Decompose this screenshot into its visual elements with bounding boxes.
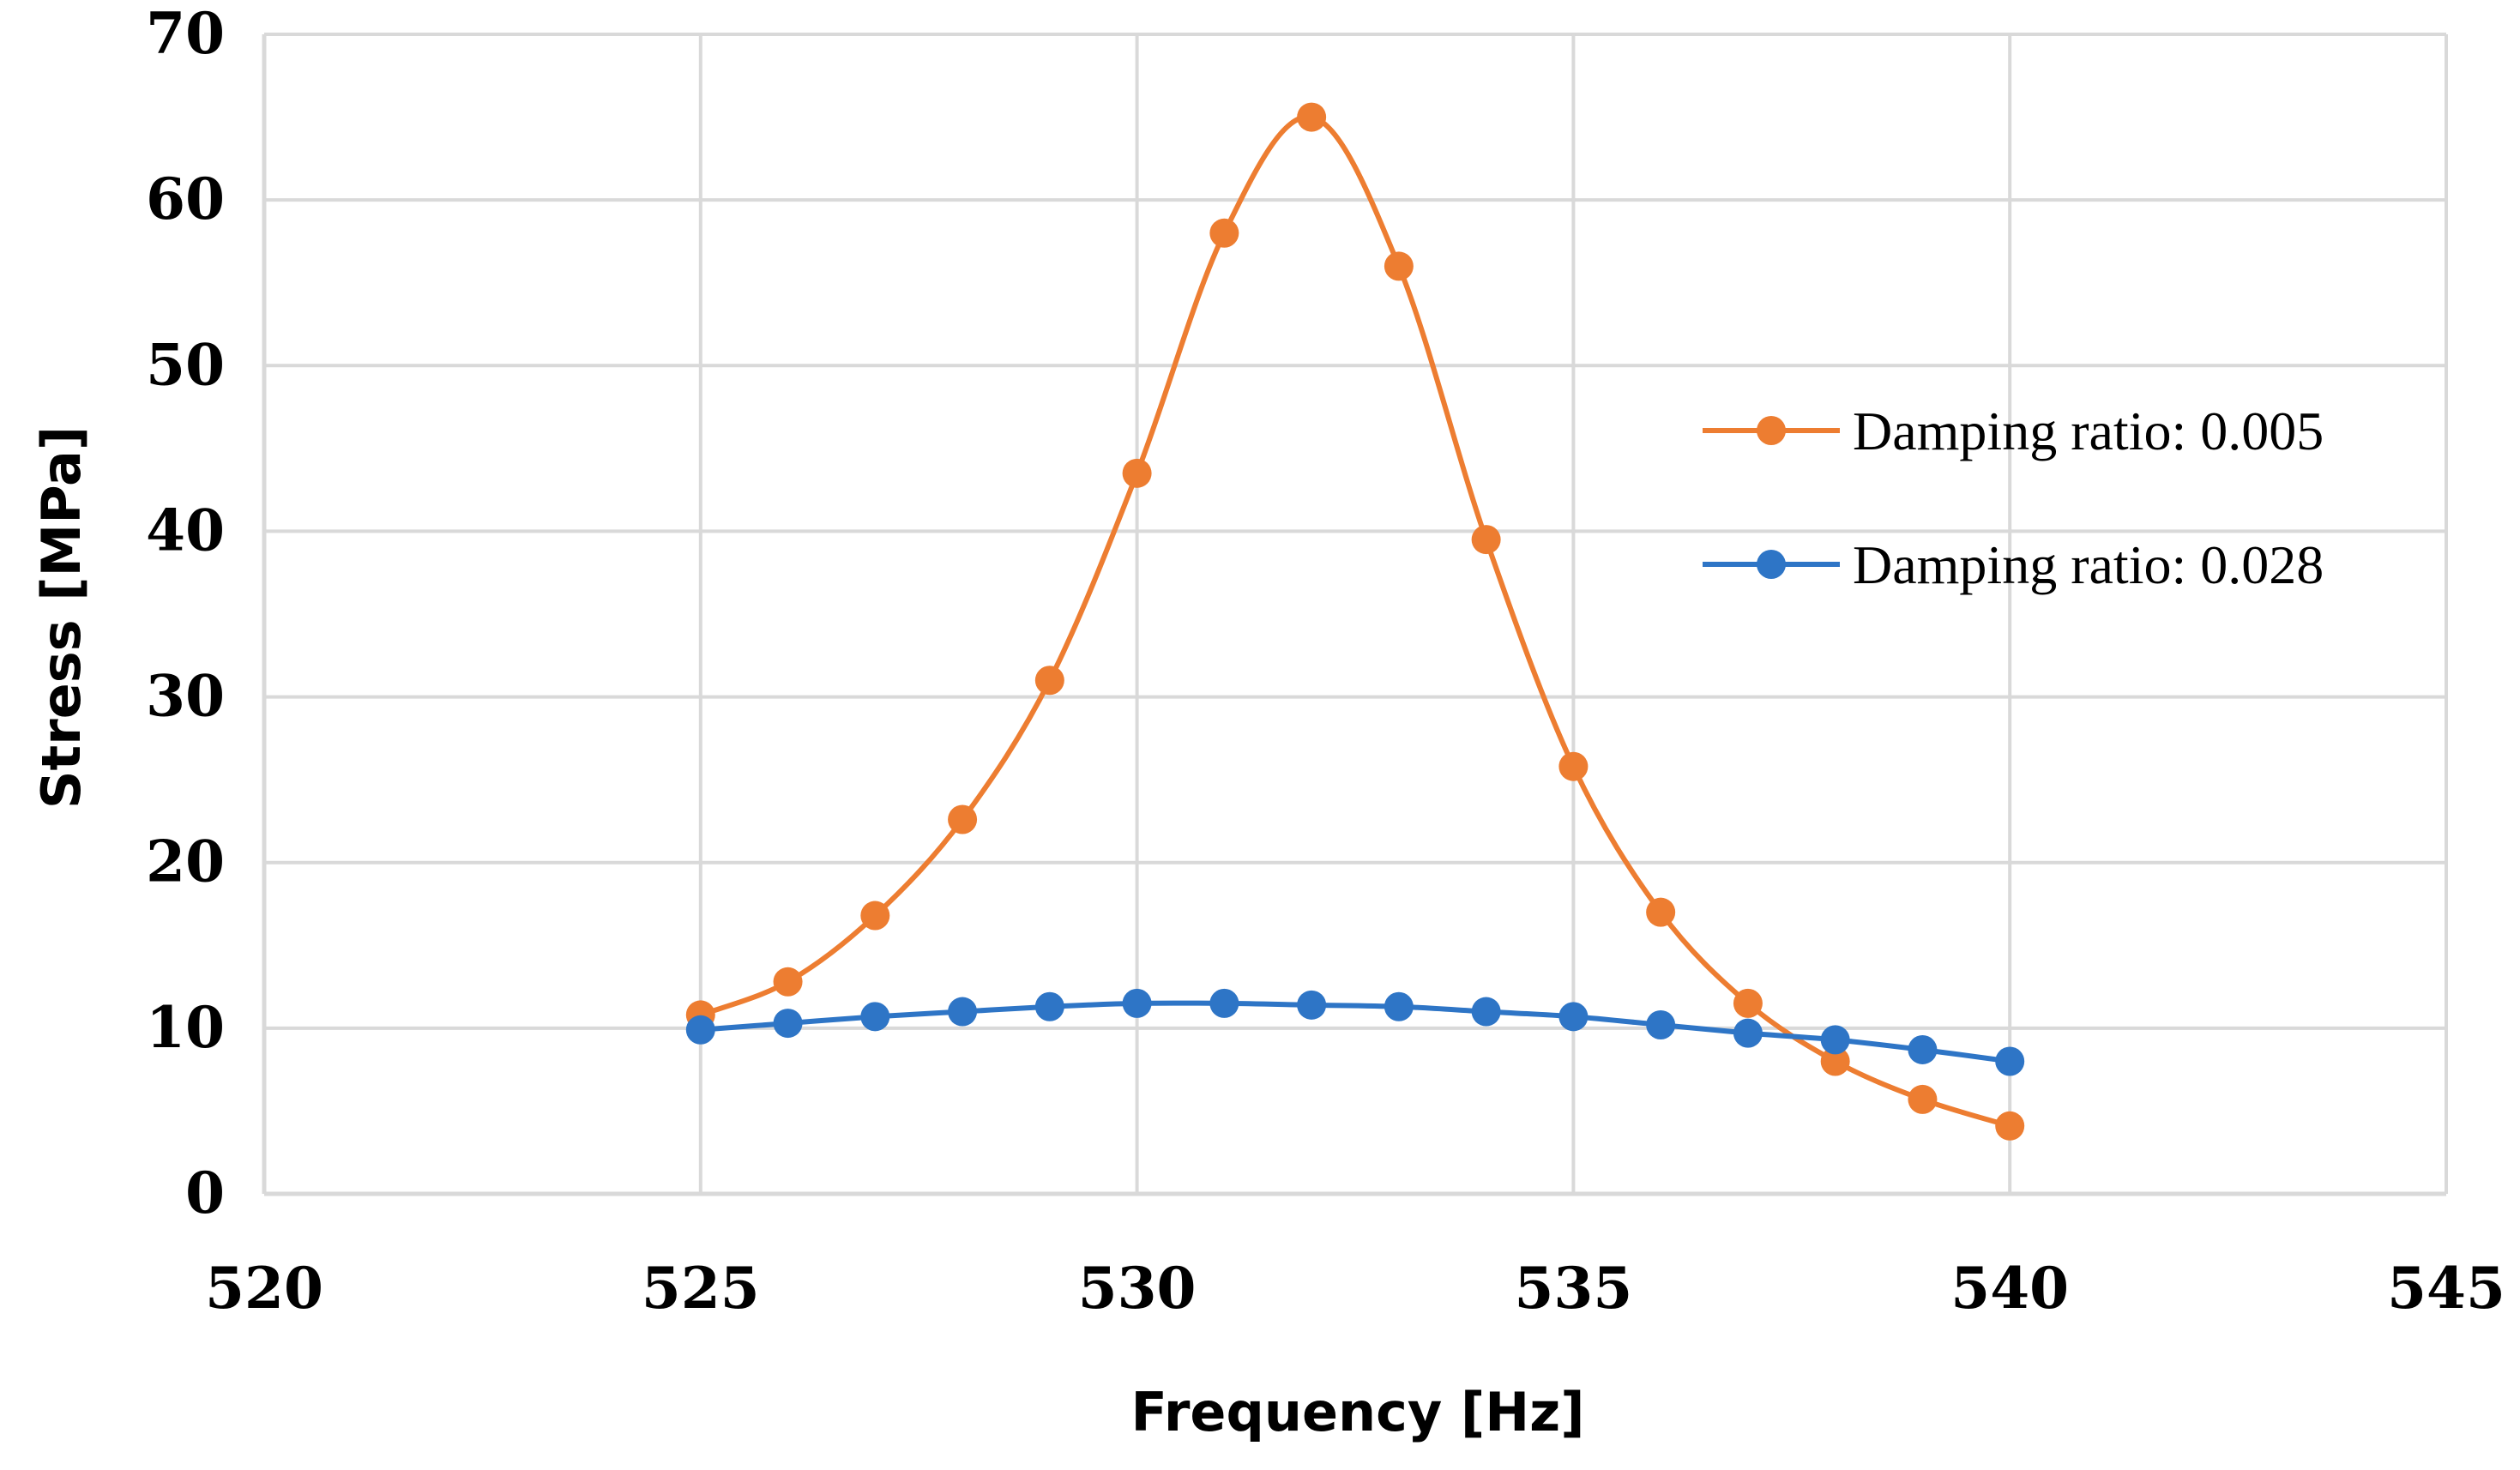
y-tick-label: 30 [146,663,225,730]
series-2-point [1122,988,1152,1018]
axis-layer: 0 10 20 30 40 50 60 70 520 525 530 535 540 545 [146,0,2505,1322]
series-2-point [1558,1002,1589,1032]
series-1-point [1034,666,1064,696]
series-1-point [1471,525,1501,555]
series-1-point [1995,1111,2025,1141]
x-tick-label: 530 [1078,1255,1197,1322]
series-2-point [1908,1034,1938,1064]
series-2-point [1471,997,1501,1027]
series-2-point [1733,1018,1763,1048]
series-1-point [1558,751,1589,781]
legend: Damping ratio: 0.005 Damping ratio: 0.028 [1703,401,2324,595]
y-tick-label: 60 [146,166,225,232]
y-tick-label: 0 [185,1160,225,1226]
x-tick-label: 520 [205,1255,323,1322]
series-layer [685,102,2025,1141]
legend-marker-1 [1757,416,1786,445]
series-1-point [1209,218,1239,248]
series-1-point [860,901,890,931]
y-tick-label: 40 [146,497,225,563]
legend-marker-2 [1757,550,1786,579]
grid-layer [264,33,2448,1194]
series-2-point [1646,1009,1676,1039]
series-2-point [1209,988,1239,1018]
legend-label-1: Damping ratio: 0.005 [1853,401,2324,461]
series-1-point [773,967,803,997]
series-2-point [1995,1046,2025,1076]
y-tick-label: 50 [146,331,225,398]
series-1-point [1908,1084,1938,1114]
series-1-point [1646,897,1676,927]
series-line-1 [697,114,2013,1129]
series-line-2 [697,1000,2013,1064]
series-2-point [1820,1025,1850,1055]
x-tick-label: 525 [642,1255,760,1322]
series-2-point [860,1002,890,1032]
x-tick-label: 545 [2387,1255,2505,1322]
series-2-point [1384,991,1414,1021]
series-1-point [1820,1046,1850,1076]
y-tick-label: 10 [146,994,225,1061]
series-1-point [1733,988,1763,1018]
x-tick-label: 540 [1950,1255,2069,1322]
series-2-point [685,1015,715,1045]
series-2-point [773,1009,803,1039]
x-axis-title: Frequency [Hz] [1130,1381,1584,1443]
x-tick-label: 535 [1515,1255,1633,1322]
series-2-point [948,997,978,1027]
series-1-point [948,804,978,834]
legend-label-2: Damping ratio: 0.028 [1853,534,2324,595]
series-2-point [1034,991,1064,1021]
series-2-point [1297,990,1327,1020]
series-1-point [1297,102,1327,132]
y-tick-label: 20 [146,828,225,895]
series-1-point [1122,458,1152,488]
series-1-point [1384,251,1414,281]
y-tick-label: 70 [146,0,225,67]
y-axis-title: Stress [MPa] [30,426,93,809]
